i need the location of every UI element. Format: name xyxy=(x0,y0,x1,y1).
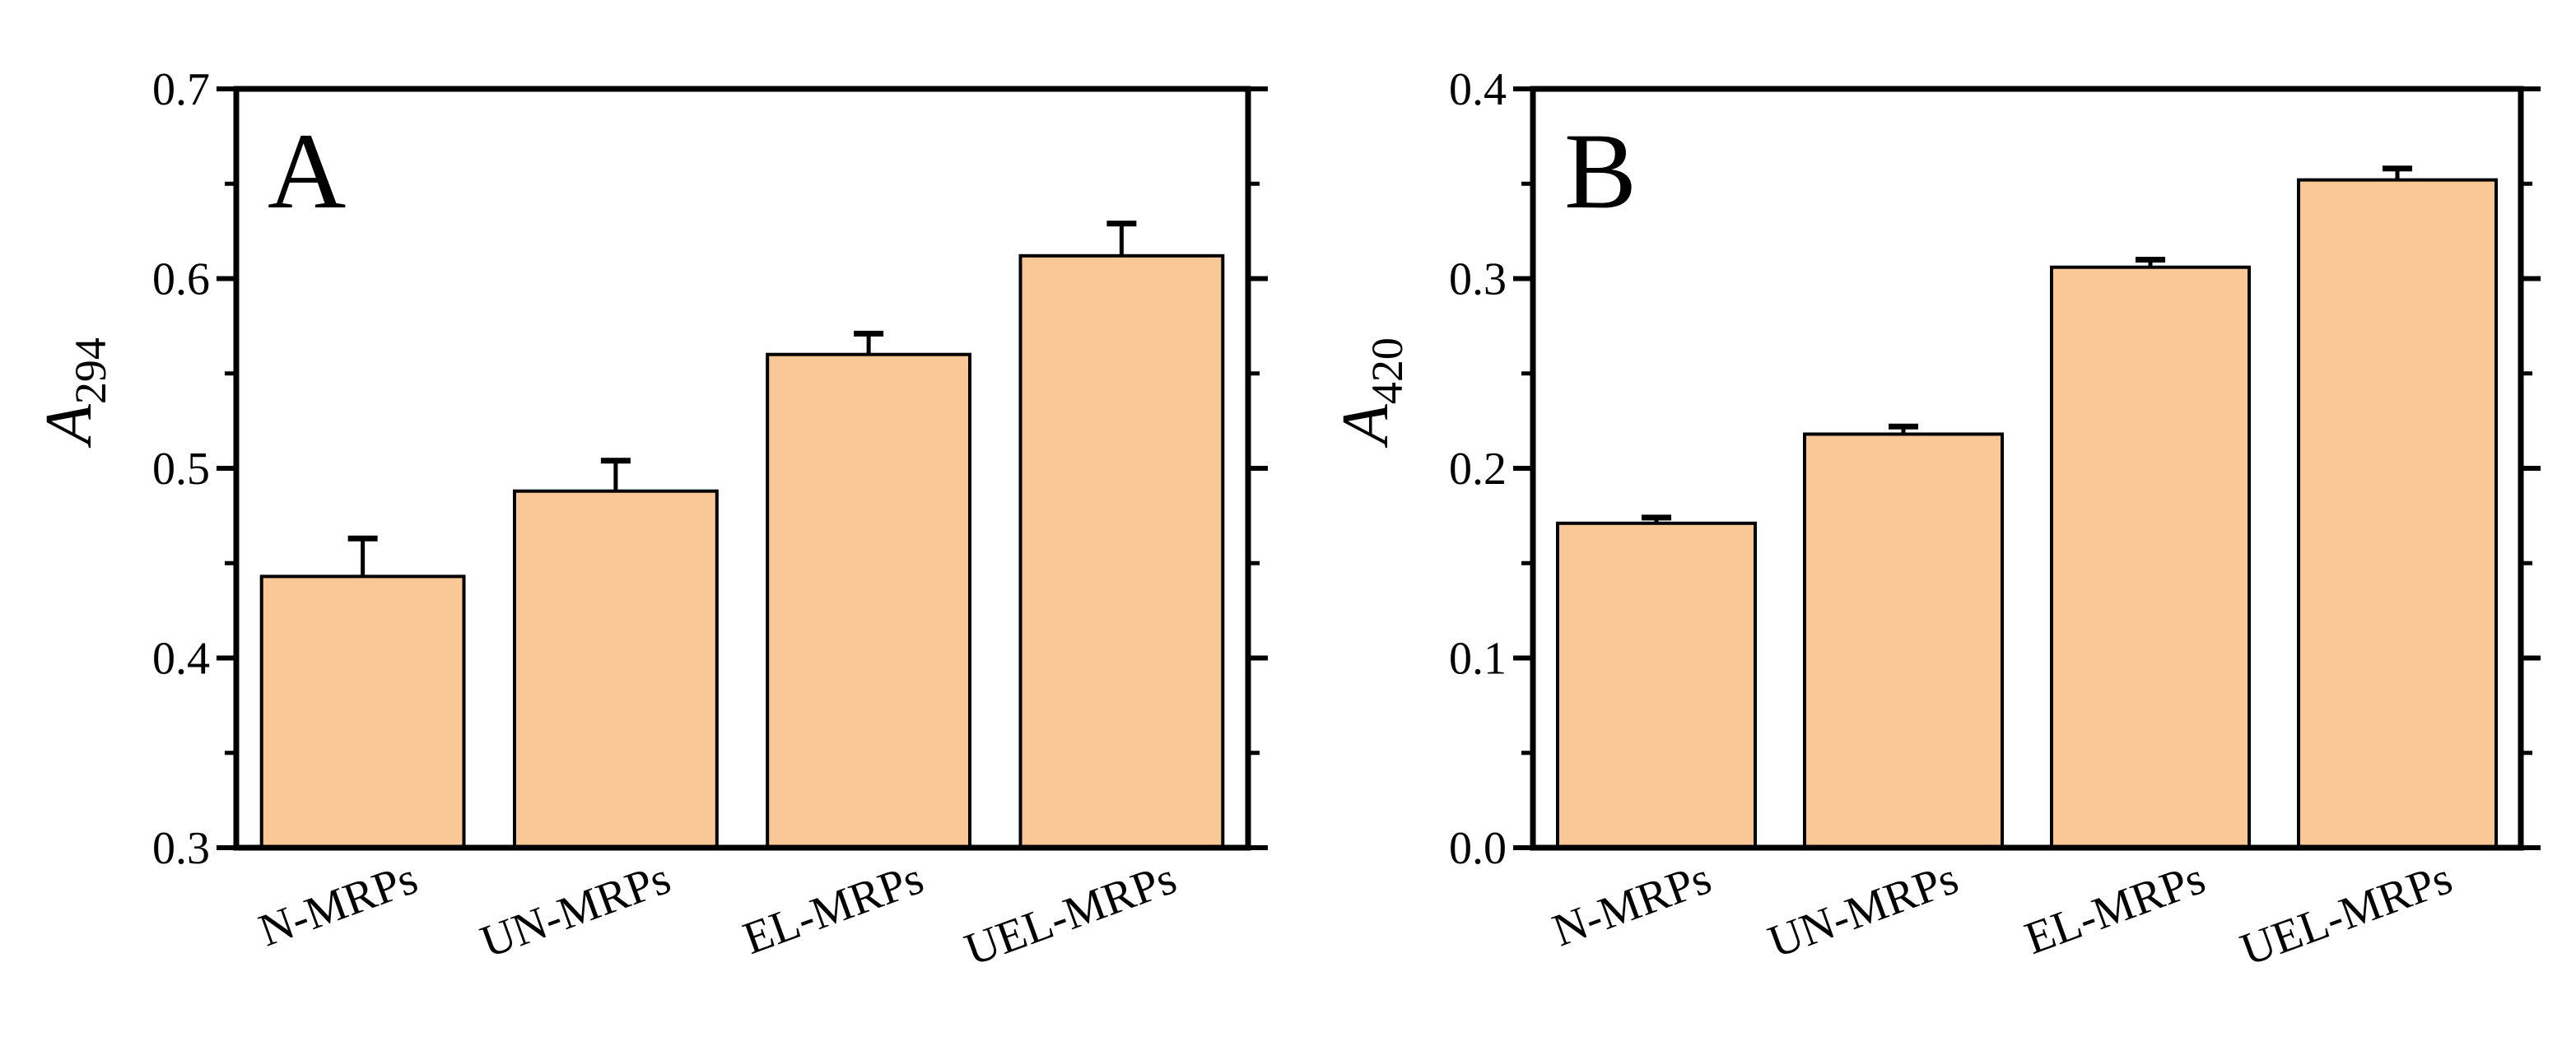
panel-b-bar-3 xyxy=(2297,178,2498,850)
panel-b-category-label-1: UN-MRPs xyxy=(1762,853,1964,968)
panel-a-ytick-label-3: 0.6 xyxy=(152,254,210,305)
panel-a-category-label-3: UEL-MRPs xyxy=(958,853,1183,976)
panel-b-category-label-0: N-MRPs xyxy=(1546,853,1717,956)
panel-a-bar-3 xyxy=(1018,253,1225,849)
panel-a-bar-1 xyxy=(513,489,719,849)
panel-b-ytick-label-0: 0.0 xyxy=(1449,823,1507,874)
y-axis-label-b: A420 xyxy=(1330,337,1412,449)
panel-b-ytick-label-2: 0.2 xyxy=(1449,444,1507,495)
panel-a-category-label-2: EL-MRPs xyxy=(737,853,930,965)
panel-a-category-label-1: UN-MRPs xyxy=(474,853,677,968)
panel-b-ytick-label-1: 0.1 xyxy=(1449,634,1507,685)
panel-a-ytick-label-4: 0.7 xyxy=(152,64,210,115)
panel-b-ytick-label-3: 0.3 xyxy=(1449,254,1507,305)
panel-b-category-label-3: UEL-MRPs xyxy=(2234,853,2459,976)
y-axis-label-a: A294 xyxy=(33,337,115,449)
panel-b-ytick-label-4: 0.4 xyxy=(1449,64,1507,115)
panel-a-category-label-0: N-MRPs xyxy=(253,853,424,956)
panel-b-bar-1 xyxy=(1803,432,2004,849)
panel-b-category-label-2: EL-MRPs xyxy=(2019,853,2212,965)
panel-a-ytick-label-2: 0.5 xyxy=(152,444,210,495)
panel-letter-a: A xyxy=(268,110,346,231)
panel-a: A294 A N-MRPs UN-MRPs EL-MRPs UEL-MRPs 0.3 0.… xyxy=(33,64,1268,976)
panel-a-bar-2 xyxy=(766,352,972,849)
panel-a-ytick-label-0: 0.3 xyxy=(152,823,210,874)
panel-a-bar-0 xyxy=(259,574,466,850)
panel-b-bar-0 xyxy=(1556,521,1757,849)
panel-letter-b: B xyxy=(1564,110,1637,231)
panel-a-ytick-label-1: 0.4 xyxy=(152,634,210,685)
panel-b-bar-2 xyxy=(2050,265,2251,849)
panel-b: A420 B N-MRPs UN-MRPs EL-MRPs UEL-MRPs 0.0 0.… xyxy=(1330,64,2541,976)
